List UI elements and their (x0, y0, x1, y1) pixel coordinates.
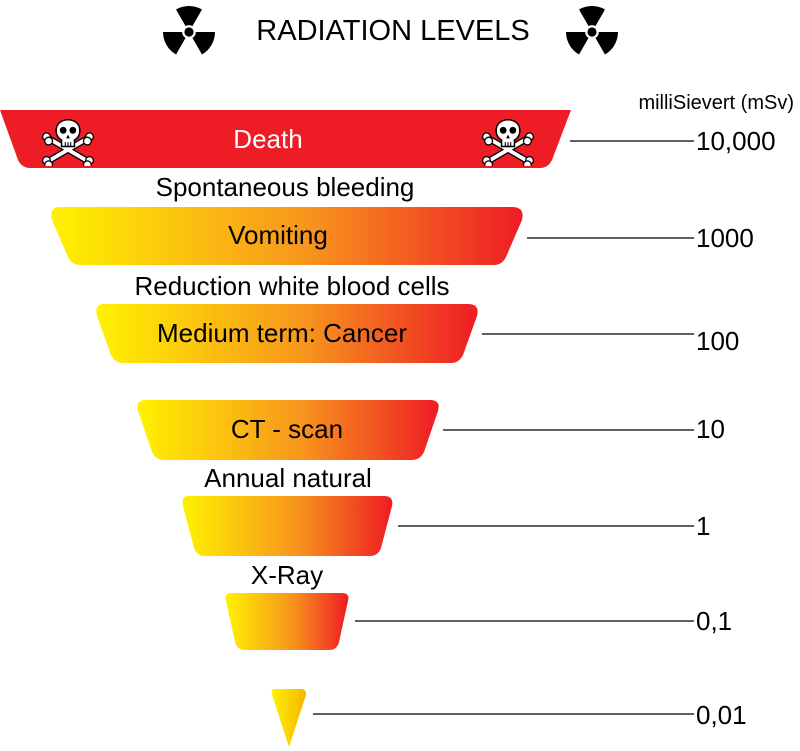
band-label: Vomiting (228, 220, 328, 250)
page-title: RADIATION LEVELS (256, 15, 529, 47)
value-label: 100 (696, 326, 739, 356)
radiation-trefoil-icon (562, 6, 622, 57)
effect-label: Spontaneous bleeding (156, 172, 415, 202)
value-label: 10,000 (696, 126, 776, 156)
band-labels: Death Vomiting Medium term: Cancer CT - … (157, 124, 407, 444)
band-vomiting (51, 207, 523, 265)
band-lowest-drop (271, 689, 306, 747)
value-labels: 10,000 1000 100 10 1 0,1 0,01 (696, 126, 776, 730)
band-label: CT - scan (231, 414, 343, 444)
effect-label: Annual natural (204, 463, 372, 493)
radiation-trefoil-icon (159, 6, 219, 57)
value-label: 10 (696, 414, 725, 444)
value-label: 1000 (696, 223, 754, 253)
unit-label: milliSievert (mSv) (638, 92, 794, 114)
value-label: 1 (696, 511, 710, 541)
value-label: 0,01 (696, 700, 747, 730)
band-death (0, 110, 571, 168)
leader-lines (313, 140, 694, 715)
band-label: Death (233, 124, 302, 154)
effect-label: X-Ray (251, 560, 323, 590)
band-x-ray (225, 593, 349, 650)
effect-label: Reduction white blood cells (134, 271, 449, 301)
effect-labels: Spontaneous bleeding Reduction white blo… (134, 172, 449, 590)
band-ct-scan (137, 400, 439, 460)
band-medium-term-cancer (96, 304, 478, 363)
value-label: 0,1 (696, 606, 732, 636)
level-bands (0, 110, 571, 747)
band-label: Medium term: Cancer (157, 318, 407, 348)
band-annual-natural (182, 496, 393, 556)
